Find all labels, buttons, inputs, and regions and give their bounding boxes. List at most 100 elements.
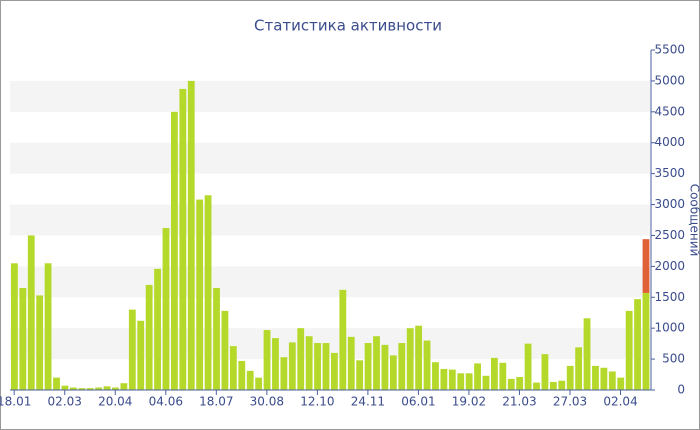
y-tick-label: 3500 bbox=[654, 166, 685, 180]
x-tick-label: 24.11 bbox=[351, 395, 385, 409]
bar bbox=[137, 320, 145, 390]
bar bbox=[36, 295, 44, 390]
bar bbox=[389, 355, 397, 390]
bar bbox=[625, 310, 633, 390]
bar bbox=[583, 318, 591, 390]
bar bbox=[347, 336, 355, 390]
bar bbox=[322, 343, 330, 390]
y-tick-label: 5500 bbox=[654, 43, 685, 57]
bar bbox=[145, 284, 153, 390]
x-tick-label: 02.03 bbox=[48, 395, 82, 409]
bar bbox=[263, 330, 271, 390]
y-axis-label: Сообщений bbox=[688, 184, 700, 257]
bar bbox=[398, 343, 406, 390]
plot: 0 500 1000 1500 2000 2500 3000 3500 4000 4500 5000… bbox=[0, 43, 685, 409]
bar bbox=[373, 336, 380, 390]
y-tick-label: 1500 bbox=[654, 290, 685, 304]
bar bbox=[95, 387, 103, 390]
bar bbox=[44, 263, 52, 390]
bar bbox=[364, 343, 372, 390]
bar bbox=[440, 368, 448, 390]
bar bbox=[381, 344, 389, 390]
y-tick-label: 0 bbox=[677, 383, 685, 397]
bar bbox=[634, 299, 641, 390]
x-tick-label: 06.01 bbox=[401, 395, 435, 409]
bar bbox=[516, 377, 524, 390]
grid-band bbox=[10, 266, 650, 298]
x-tick-label: 12.10 bbox=[300, 395, 334, 409]
bar bbox=[482, 375, 490, 390]
bar bbox=[162, 228, 170, 390]
bar bbox=[448, 369, 456, 390]
bar bbox=[465, 373, 473, 390]
x-tick-label: 30.08 bbox=[250, 395, 284, 409]
bar bbox=[339, 289, 347, 390]
x-tick-label: 20.04 bbox=[98, 395, 132, 409]
bar bbox=[86, 388, 94, 390]
bar bbox=[221, 310, 229, 390]
bar bbox=[566, 365, 574, 390]
bar bbox=[78, 388, 86, 390]
bar bbox=[549, 381, 557, 390]
y-tick-label: 2000 bbox=[654, 259, 685, 273]
bar bbox=[229, 346, 237, 390]
bar bbox=[331, 352, 338, 390]
bar bbox=[280, 357, 288, 390]
bar bbox=[213, 288, 220, 390]
bar bbox=[575, 347, 583, 390]
bar bbox=[314, 343, 321, 390]
bar bbox=[608, 371, 616, 390]
bar bbox=[255, 377, 263, 390]
bar bbox=[474, 363, 481, 390]
bar bbox=[288, 342, 296, 390]
bar bbox=[406, 328, 414, 390]
bar bbox=[171, 111, 178, 391]
x-tick-label: 21.03 bbox=[502, 395, 536, 409]
x-tick-label: 18.01 bbox=[0, 395, 31, 409]
bar bbox=[196, 199, 204, 390]
bar bbox=[592, 365, 599, 390]
bar bbox=[128, 309, 136, 390]
bar bbox=[356, 360, 364, 390]
bar bbox=[11, 263, 18, 390]
bar bbox=[61, 385, 69, 390]
x-tick-label: 02.04 bbox=[603, 395, 637, 409]
bar bbox=[524, 343, 532, 390]
y-tick-label: 2500 bbox=[654, 228, 685, 242]
bar bbox=[499, 362, 507, 390]
bar bbox=[246, 370, 254, 390]
grid-band bbox=[10, 80, 650, 112]
y-tick-label: 3000 bbox=[654, 197, 685, 211]
bar bbox=[432, 362, 439, 390]
bar bbox=[457, 373, 465, 390]
bar bbox=[533, 382, 540, 390]
bar bbox=[642, 292, 650, 390]
grid-band bbox=[10, 328, 650, 360]
bar bbox=[154, 268, 161, 390]
bar bbox=[297, 328, 305, 390]
bar bbox=[423, 340, 431, 390]
y-tick-label: 500 bbox=[662, 352, 685, 366]
bar bbox=[27, 235, 35, 390]
grid-band bbox=[10, 142, 650, 174]
y-tick-label: 4000 bbox=[654, 135, 685, 149]
bar bbox=[272, 338, 279, 390]
bar bbox=[69, 387, 77, 390]
bar bbox=[600, 367, 608, 390]
bar bbox=[507, 378, 515, 390]
chart-title: Статистика активности bbox=[254, 17, 442, 35]
x-tick-label: 19.02 bbox=[452, 395, 486, 409]
y-tick-label: 1000 bbox=[654, 321, 685, 335]
y-tick-label: 5000 bbox=[654, 73, 685, 87]
x-tick-label: 27.03 bbox=[553, 395, 587, 409]
bar bbox=[305, 336, 313, 390]
bar bbox=[179, 88, 187, 390]
bar bbox=[415, 325, 423, 390]
bar bbox=[53, 377, 60, 390]
grid-band bbox=[10, 204, 650, 236]
bar bbox=[642, 239, 650, 293]
y-tick-label: 4500 bbox=[654, 104, 685, 118]
bar bbox=[204, 195, 212, 390]
bar bbox=[112, 387, 119, 390]
